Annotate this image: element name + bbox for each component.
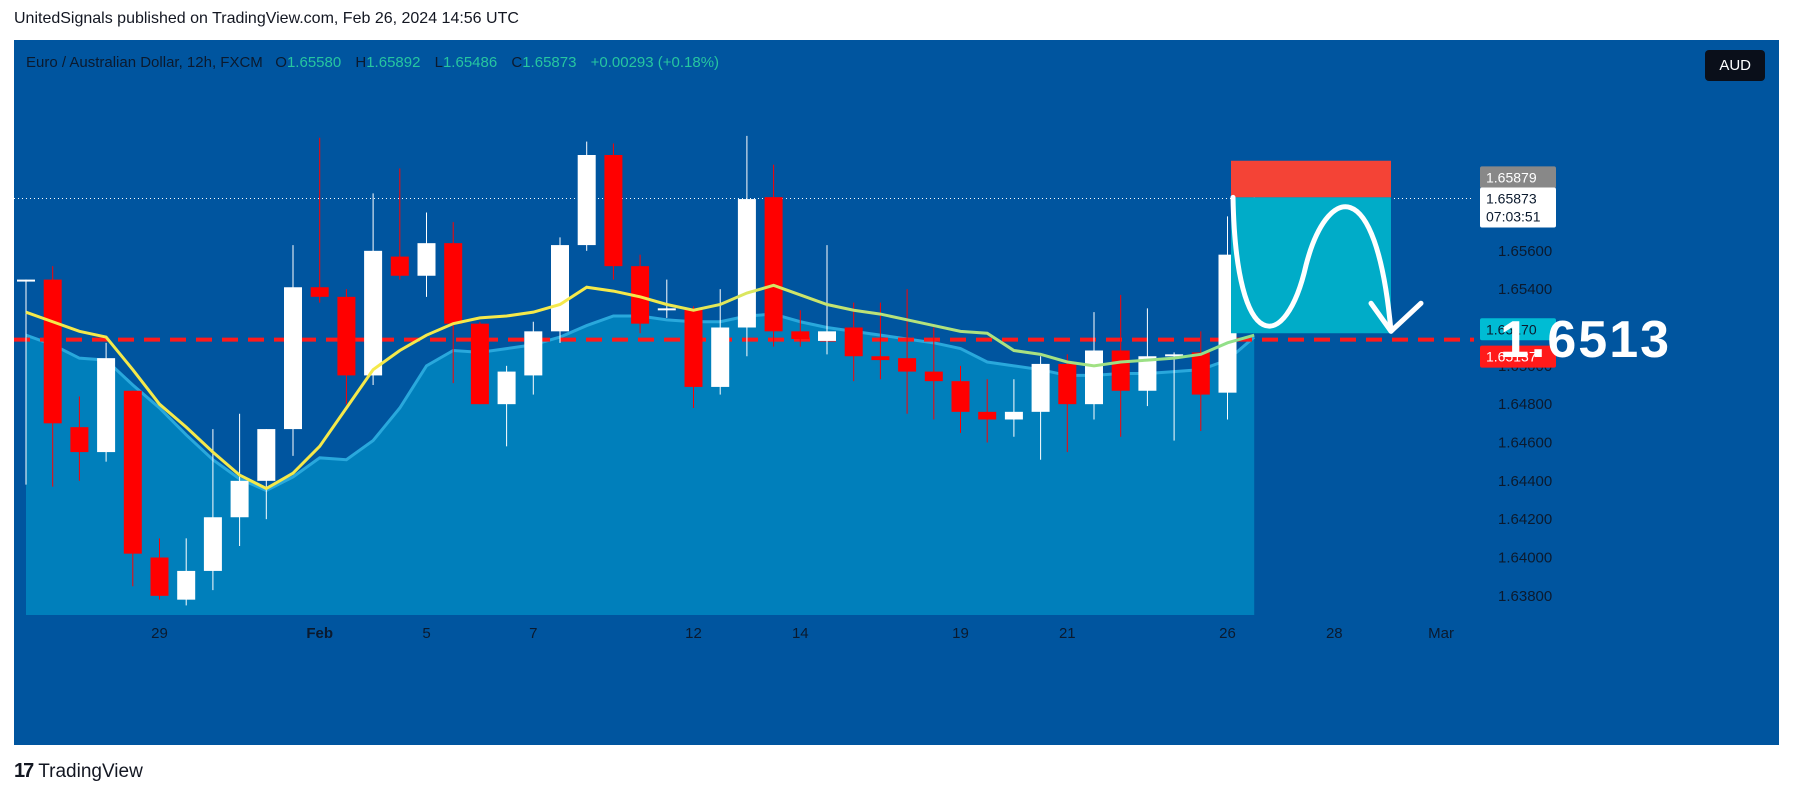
candle-body <box>123 390 142 554</box>
candle-body <box>497 371 516 405</box>
stop-loss-zone <box>1231 160 1391 198</box>
time-tick-label: 26 <box>1219 625 1236 642</box>
price-tag-label: 1.65137 <box>1486 349 1537 365</box>
candle-body <box>337 296 356 376</box>
footer-brand[interactable]: 17 TradingView <box>14 760 143 783</box>
candle-body <box>1191 352 1210 395</box>
price-tick-label: 1.65400 <box>1498 281 1552 298</box>
candle-body <box>1085 350 1103 405</box>
candle-body <box>871 356 890 361</box>
time-tick-label: Feb <box>306 625 333 642</box>
candle-body <box>551 245 569 332</box>
candle-body <box>364 250 383 376</box>
price-tick-label: 1.64600 <box>1498 435 1552 452</box>
price-tick-label: 1.65600 <box>1498 243 1552 260</box>
symbol-label[interactable]: Euro / Australian Dollar, 12h, FXCM <box>26 54 263 71</box>
price-tag-label: 1.65170 <box>1486 321 1537 337</box>
publish-header: UnitedSignals published on TradingView.c… <box>14 10 519 27</box>
price-tick-label: 1.64200 <box>1498 511 1552 528</box>
time-tick-label: 28 <box>1326 625 1343 642</box>
time-tick-label: Mar <box>1428 625 1454 642</box>
time-tick-label: 7 <box>529 625 537 642</box>
candle-body <box>284 287 302 430</box>
close-value: 1.65873 <box>522 54 577 71</box>
time-tick-label: 5 <box>422 625 430 642</box>
candle-body <box>737 199 756 328</box>
candle-body <box>898 358 917 372</box>
price-tag <box>1480 318 1556 341</box>
candle-body <box>631 266 650 324</box>
candle-body <box>1058 363 1077 405</box>
brand-name: TradingView <box>38 760 143 782</box>
ohlc-legend: Euro / Australian Dollar, 12h, FXCM O1.6… <box>26 54 729 71</box>
low-label: L <box>434 54 443 71</box>
candle-body <box>17 279 35 282</box>
open-label: O <box>275 54 287 71</box>
candle-body <box>1111 350 1130 391</box>
price-tag-label: 1.65879 <box>1486 169 1537 185</box>
price-tag-label: 1.65873 <box>1486 191 1537 207</box>
candle-body <box>978 411 997 420</box>
candle-body <box>1031 363 1050 412</box>
candle-body <box>684 308 703 387</box>
candle-body <box>310 287 329 297</box>
candle-body <box>577 155 596 246</box>
price-chart[interactable]: 1.63800 1.64000 1.64200 1.64400 1.64600 1.648… <box>14 40 1779 745</box>
candle-body <box>230 480 249 518</box>
candle-body <box>390 256 409 276</box>
target-price-label: 1.6513 <box>1500 311 1672 369</box>
candle-body <box>818 331 836 341</box>
candle-body <box>951 381 970 412</box>
price-tag <box>1480 187 1556 228</box>
area-fill <box>26 314 1255 615</box>
candle-body <box>70 427 89 453</box>
open-value: 1.65580 <box>286 54 342 71</box>
price-tick-label: 1.63800 <box>1498 588 1552 605</box>
candle-body <box>1004 411 1023 420</box>
price-tag <box>1480 166 1556 189</box>
countdown-label: 07:03:51 <box>1486 209 1541 225</box>
tradingview-logo-icon: 17 <box>14 760 34 782</box>
time-tick-label: 21 <box>1059 625 1076 642</box>
chart-canvas[interactable]: 1.63800 1.64000 1.64200 1.64400 1.64600 1.648… <box>14 40 1779 745</box>
low-value: 1.65486 <box>442 54 498 71</box>
candle-body <box>604 155 623 267</box>
time-tick-label: 14 <box>792 625 809 642</box>
time-tick-label: 29 <box>151 625 168 642</box>
candle-body <box>1138 356 1157 391</box>
price-tick-label: 1.64400 <box>1498 473 1552 490</box>
candle-body <box>711 327 730 387</box>
candle-body <box>43 279 62 424</box>
candle-body <box>1165 354 1184 357</box>
price-tick-label: 1.64000 <box>1498 550 1552 567</box>
candle-body <box>203 517 222 571</box>
close-label: C <box>511 54 523 71</box>
candle-body <box>257 429 276 481</box>
price-tick-label: 1.64800 <box>1498 396 1552 413</box>
candle-body <box>791 331 810 339</box>
wave-arrow-path <box>1230 194 1394 334</box>
currency-button[interactable]: AUD <box>1705 50 1765 81</box>
arrow-head-icon <box>1368 300 1424 334</box>
candle-body <box>177 570 196 600</box>
change-value: +0.00293 (+0.18%) <box>590 54 720 71</box>
candle-body <box>924 371 943 382</box>
candle-body <box>470 323 489 405</box>
high-value: 1.65892 <box>366 54 421 71</box>
time-axis-background <box>14 615 1474 650</box>
price-tag <box>1480 345 1556 368</box>
candle-body <box>444 243 463 324</box>
time-tick-label: 19 <box>952 625 969 642</box>
high-label: H <box>355 54 367 71</box>
candle-body <box>417 243 436 276</box>
candle-body <box>97 358 116 453</box>
time-tick-label: 12 <box>685 625 702 642</box>
candle-body <box>844 327 863 357</box>
candle-body <box>524 331 543 376</box>
candle-body <box>657 308 676 311</box>
candle-body <box>764 197 783 332</box>
candle-body <box>150 557 169 596</box>
moving-average-line <box>25 283 1255 491</box>
